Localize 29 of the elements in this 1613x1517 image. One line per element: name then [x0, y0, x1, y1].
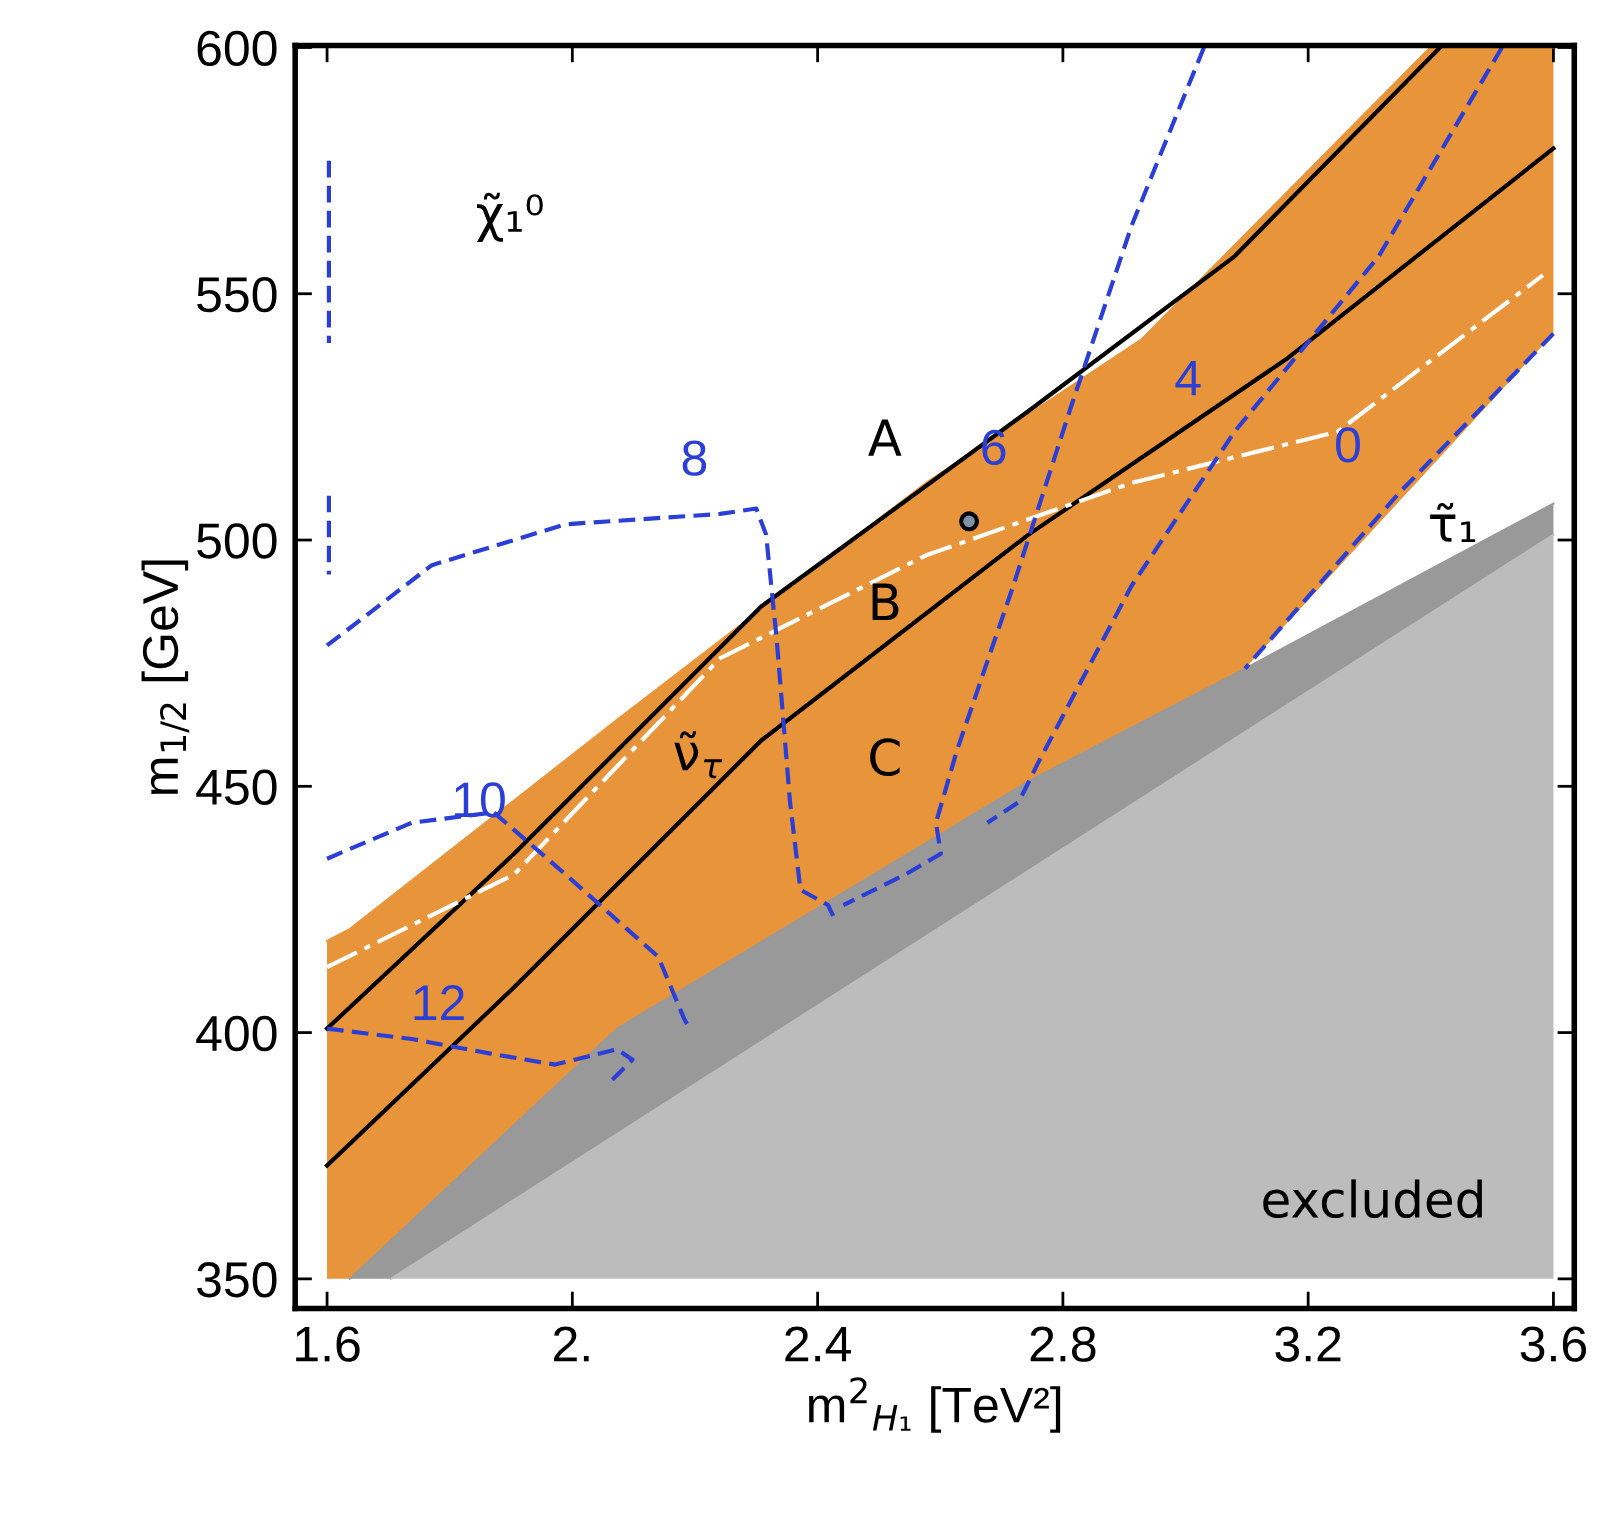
annotation: A	[868, 419, 902, 456]
y-tick-label: 450	[196, 769, 277, 805]
annotation: τ̃₁	[1430, 502, 1476, 542]
x-tick-label: 3.6	[1520, 1326, 1586, 1362]
annotation: B	[872, 583, 899, 621]
series-label: 6	[982, 429, 1006, 466]
y-axis-title: m$_{1/2}$ [GeV]	[141, 560, 190, 794]
series-label: 4	[1175, 360, 1201, 396]
annotation: C	[870, 738, 900, 777]
line-series	[324, 272, 1546, 970]
annotation: ν̃$_{τ}$	[674, 731, 723, 779]
y-tick-label: 600	[197, 30, 277, 67]
y-tick-label: 400	[196, 1015, 277, 1052]
annotation: excluded	[1263, 1179, 1482, 1219]
x-tick-label: 2.4	[785, 1326, 851, 1362]
annotation: χ̃₁⁰	[477, 192, 543, 242]
series-label: 8	[682, 440, 707, 476]
x-tick-label: 3.2	[1275, 1326, 1341, 1362]
y-tick-label: 500	[197, 523, 277, 559]
line-series	[324, 146, 1556, 1168]
series-label: 0	[1336, 427, 1360, 463]
y-tick-label: 550	[197, 276, 277, 313]
x-tick-label: 1.6	[296, 1326, 360, 1362]
line-series	[841, 45, 1207, 908]
x-tick-label: 2.8	[1030, 1326, 1096, 1362]
x-tick-label: 2.	[554, 1326, 589, 1362]
x-axis-title: m$^{2}$$_{H₁}$ [TeV²]	[809, 1377, 1061, 1433]
y-tick-label: 350	[197, 1262, 277, 1298]
series-label: 12	[414, 984, 464, 1020]
